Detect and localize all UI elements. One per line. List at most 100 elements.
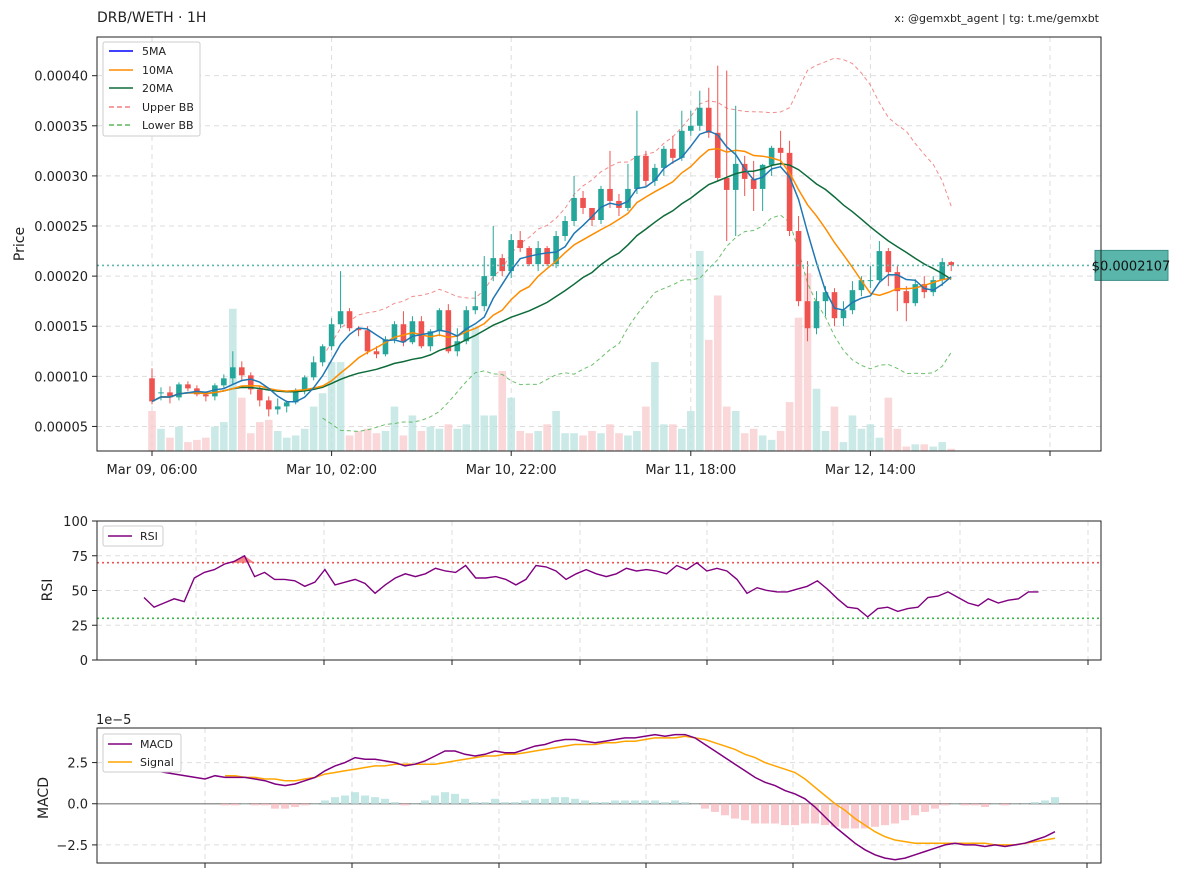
volume-bar <box>543 424 551 451</box>
price-y-tick-label: 0.00020 <box>34 270 88 285</box>
candle-body <box>346 311 353 329</box>
volume-bar <box>408 415 417 451</box>
volume-bar <box>426 426 435 451</box>
candle-body <box>274 406 281 410</box>
macd-histogram-bar <box>561 797 569 804</box>
candle-body <box>247 375 254 390</box>
volume-bar <box>695 251 704 451</box>
volume-bar <box>669 424 677 451</box>
macd-histogram-bar <box>361 795 369 804</box>
candle-body <box>589 207 595 220</box>
volume-bar <box>579 435 587 451</box>
volume-bar <box>920 444 929 451</box>
volume-bar <box>839 442 848 451</box>
rsi-y-tick-label: 50 <box>71 585 88 600</box>
macd-histogram-bar <box>941 803 949 806</box>
legend-5ma-label: 5MA <box>142 45 166 58</box>
volume-bar <box>660 424 668 451</box>
volume-bar <box>246 433 255 451</box>
candle-body <box>427 331 434 347</box>
volume-bar <box>687 411 695 451</box>
macd-y-tick-label: 0.0 <box>67 798 88 813</box>
candle-body <box>705 107 712 133</box>
macd-histogram-bar <box>761 803 769 824</box>
macd-histogram-bar <box>781 803 789 826</box>
volume-bar <box>821 431 830 451</box>
price-y-tick-label: 0.00025 <box>34 220 88 235</box>
volume-bar <box>615 433 623 451</box>
macd-histogram-bar <box>881 803 889 826</box>
candle-body <box>849 290 856 311</box>
macd-histogram-bar <box>901 803 909 821</box>
rsi-plot-frame <box>96 520 1102 661</box>
volume-bar <box>758 435 767 451</box>
macd-histogram-bar <box>721 803 729 816</box>
candle-body <box>364 330 371 352</box>
volume-bar <box>651 362 659 451</box>
ma10-line <box>151 147 952 403</box>
volume-bar <box>480 415 489 451</box>
volume-bar <box>722 406 731 451</box>
macd-histogram-bar <box>921 803 929 812</box>
volume-bar <box>588 431 596 451</box>
candle-body <box>418 321 425 347</box>
volume-bar <box>363 428 372 451</box>
candle-body <box>930 280 937 293</box>
macd-histogram-bar <box>251 803 259 806</box>
volume-bar <box>848 415 857 451</box>
candle-body <box>840 310 847 319</box>
volume-bar <box>372 433 381 451</box>
macd-histogram-bar <box>811 803 819 824</box>
volume-bar <box>264 419 273 451</box>
candle-body <box>508 240 514 272</box>
macd-histogram-bar <box>981 803 989 808</box>
candle-body <box>876 251 883 281</box>
price-x-tick-label: Mar 10, 02:00 <box>286 463 377 478</box>
macd-histogram-bar <box>461 798 469 804</box>
macd-histogram-bar <box>891 803 899 824</box>
candle-body <box>670 148 676 158</box>
candle-body <box>903 291 910 304</box>
macd-histogram-bar <box>751 803 759 824</box>
candle-body <box>185 384 191 389</box>
macd-histogram-bar <box>991 803 999 805</box>
volume-bar <box>642 406 650 451</box>
candle-body <box>481 276 488 307</box>
macd-histogram-bar <box>741 803 749 821</box>
legend-20ma-label: 20MA <box>142 82 173 95</box>
volume-bar <box>785 402 794 451</box>
candle-body <box>723 177 730 190</box>
candle-body <box>292 390 299 403</box>
candle-body <box>777 147 784 153</box>
volume-bar <box>911 444 920 451</box>
candle-body <box>894 272 901 292</box>
macd-histogram-bar <box>591 802 599 804</box>
macd-histogram-bar <box>291 803 299 808</box>
macd-histogram-bar <box>641 800 649 804</box>
candle-body <box>400 324 407 343</box>
volume-bar <box>498 371 507 451</box>
volume-bar <box>534 431 542 451</box>
macd-histogram-bar <box>771 803 779 824</box>
volume-bar <box>157 428 165 451</box>
candle-body <box>607 188 613 201</box>
macd-histogram-bar <box>311 803 319 805</box>
candle-body <box>858 280 865 291</box>
macd-plot-frame <box>96 727 1102 864</box>
ma20-line <box>151 162 952 403</box>
candle-body <box>544 248 550 265</box>
candle-body <box>562 221 568 237</box>
macd-histogram-bar <box>1021 803 1029 805</box>
volume-bar <box>902 446 911 451</box>
macd-histogram-bar <box>821 803 829 826</box>
macd-scale-label: 1e−5 <box>96 713 131 728</box>
candle-body <box>679 130 685 158</box>
candle-body <box>625 188 631 208</box>
candle-body <box>831 292 838 319</box>
volume-bar <box>812 388 821 451</box>
macd-histogram-bar <box>471 802 479 804</box>
macd-histogram-bar <box>971 803 979 806</box>
macd-histogram-bar <box>221 803 229 806</box>
candle-body <box>652 167 658 181</box>
price-plot-frame <box>96 36 1102 452</box>
